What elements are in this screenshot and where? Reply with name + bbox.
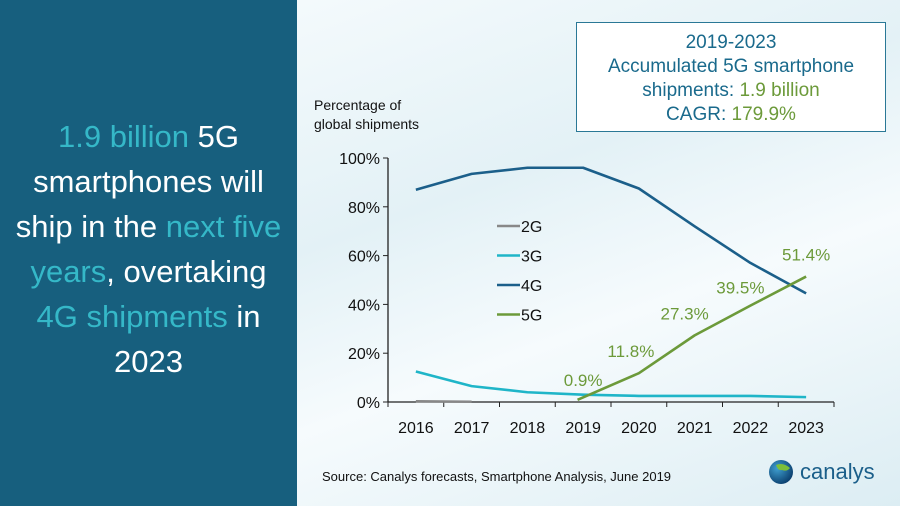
headline-part: , overtaking [106,254,267,289]
cagr-value: 179.9% [731,104,796,125]
series-line-5G [577,275,807,401]
summary-period: 2019-2023 [685,32,777,53]
y-tick-label: 60% [348,249,380,266]
shipments-label: shipments: [642,80,740,101]
headline-part: 1.9 billion [58,119,189,154]
legend-label: 5G [521,308,542,325]
x-tick-label: 2016 [398,420,434,437]
cagr-label: CAGR: [666,104,732,125]
x-tick-label: 2018 [510,420,546,437]
source-note: Source: Canalys forecasts, Smartphone An… [322,469,672,484]
shipments-value: 1.9 billion [739,80,820,101]
headline-part: in 2023 [114,299,261,379]
headline: 1.9 billion 5G smartphones will ship in … [14,114,284,384]
x-tick-label: 2023 [788,420,824,437]
x-tick-label: 2022 [733,420,769,437]
y-axis-label-line: Percentage of [314,97,402,113]
data-label: 27.3% [661,304,709,323]
data-label: 39.5% [716,279,764,298]
x-tick-label: 2021 [677,420,713,437]
summary-box: 2019-2023 Accumulated 5G smartphone ship… [576,22,886,132]
x-tick-label: 2017 [454,420,490,437]
summary-cagr: CAGR: 179.9% [577,103,885,127]
logo-text: canalys [800,459,875,484]
legend-label: 2G [521,219,542,236]
y-tick-label: 0% [357,395,380,412]
globe-icon [769,460,793,484]
headline-part: next five years [30,209,282,289]
legend-label: 4G [521,278,542,295]
y-tick-label: 80% [348,200,380,217]
summary-title: Accumulated 5G smartphone [607,56,855,77]
y-tick-label: 20% [348,346,380,363]
data-label: 0.9% [564,371,603,390]
x-tick-label: 2020 [621,420,657,437]
headline-part: 4G shipments [36,299,228,334]
canalys-logo: canalys [768,459,875,485]
y-tick-label: 40% [348,297,380,314]
y-axis-label: Percentage of global shipments [314,96,419,134]
y-axis-label-line: global shipments [314,116,420,132]
series-line-4G [415,166,807,295]
series-line-3G [415,370,807,399]
x-tick-label: 2019 [565,420,601,437]
headline-part: 5G smartphones will ship in the [15,119,264,244]
data-label: 11.8% [607,342,654,361]
legend-label: 3G [521,249,542,266]
headline-panel: 1.9 billion 5G smartphones will ship in … [0,0,297,506]
data-label: 51.4% [782,246,830,265]
y-tick-label: 100% [339,151,380,168]
summary-shipments: shipments: 1.9 billion [577,79,885,103]
